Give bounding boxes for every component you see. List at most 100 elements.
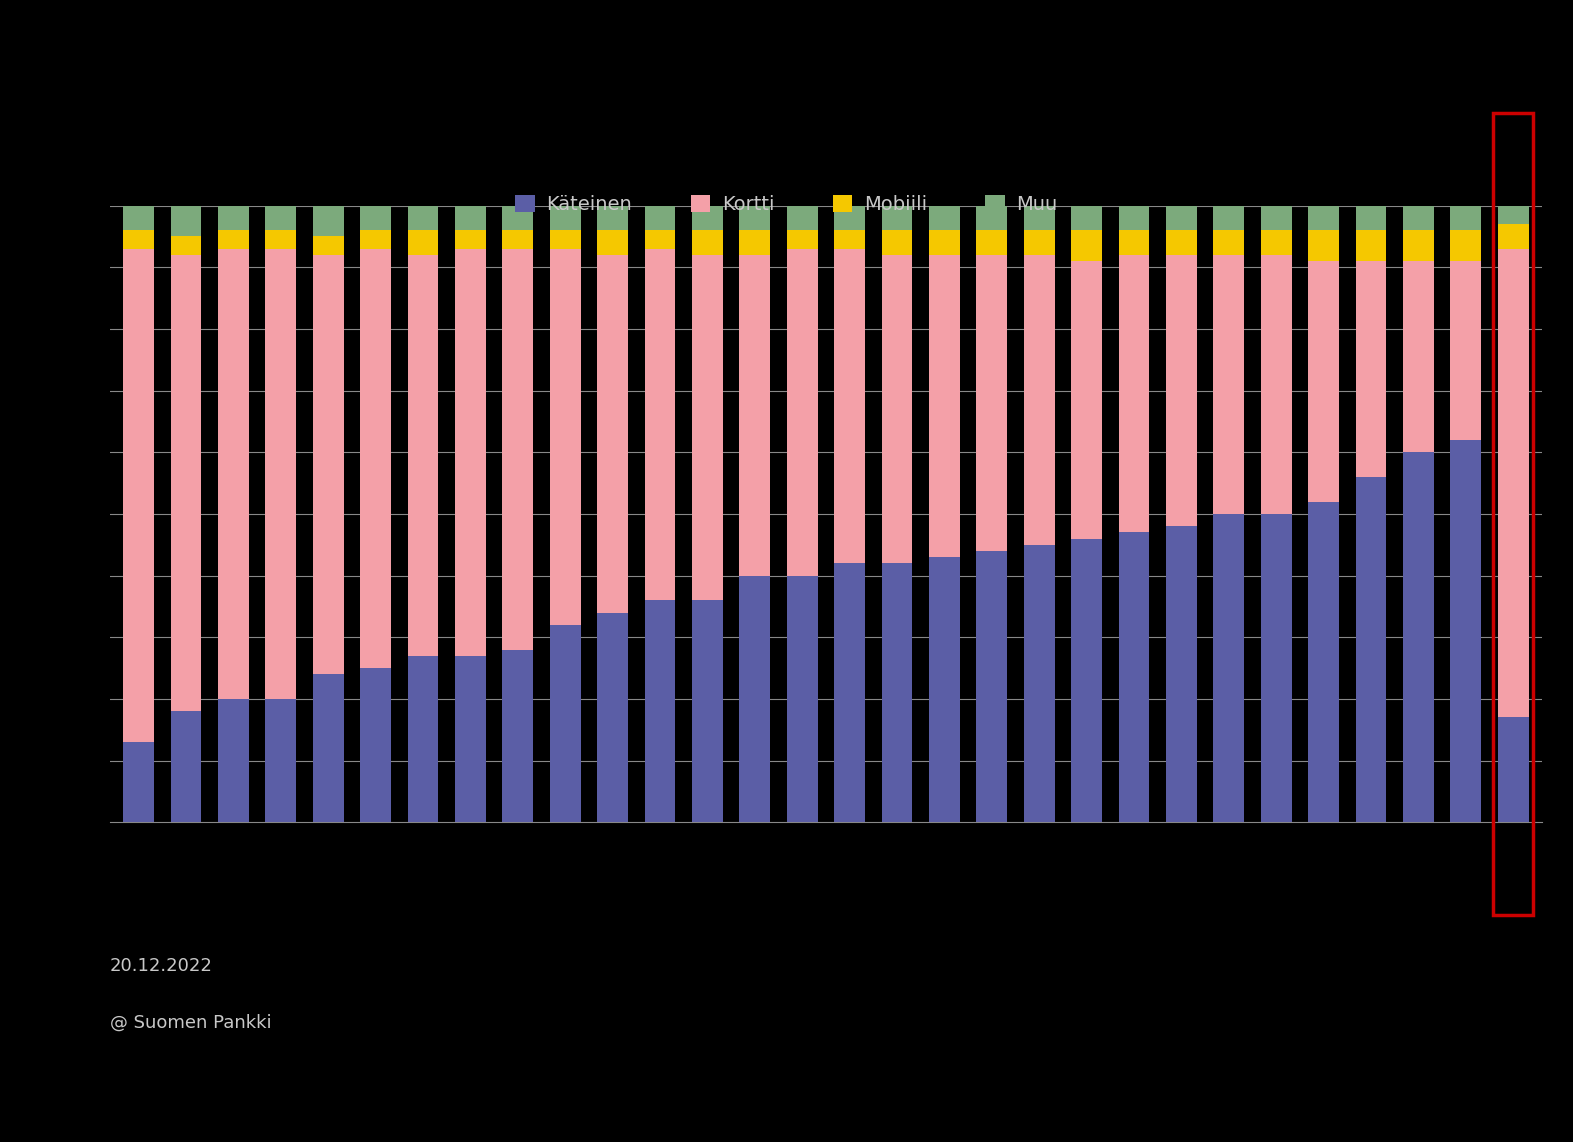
Bar xyxy=(1309,501,1339,822)
Bar xyxy=(786,231,818,249)
Bar xyxy=(549,231,580,249)
Bar xyxy=(834,206,865,231)
Bar xyxy=(1497,206,1529,224)
Bar xyxy=(407,231,439,255)
Bar xyxy=(407,206,439,231)
Bar xyxy=(881,206,912,231)
Bar xyxy=(930,557,960,822)
Bar xyxy=(977,550,1007,822)
Bar xyxy=(266,206,296,231)
Bar xyxy=(1071,539,1103,822)
Bar xyxy=(692,206,722,231)
Bar xyxy=(455,231,486,249)
Bar xyxy=(1260,514,1291,822)
Bar xyxy=(1024,545,1054,822)
Bar xyxy=(930,255,960,557)
Bar xyxy=(598,255,628,612)
Bar xyxy=(1450,231,1482,262)
Bar xyxy=(1403,231,1433,262)
Bar xyxy=(1166,526,1197,822)
Bar xyxy=(1356,231,1386,262)
Bar xyxy=(1071,231,1103,262)
Bar xyxy=(786,206,818,231)
Text: 20.12.2022: 20.12.2022 xyxy=(110,957,212,975)
Bar xyxy=(786,249,818,576)
Bar xyxy=(1213,206,1244,231)
Bar xyxy=(1497,249,1529,717)
Bar xyxy=(881,231,912,255)
Bar xyxy=(1024,231,1054,255)
Bar xyxy=(170,236,201,255)
Bar xyxy=(313,206,343,236)
Bar xyxy=(313,255,343,674)
Legend: Käteinen, Kortti, Mobiili, Muu: Käteinen, Kortti, Mobiili, Muu xyxy=(508,187,1065,222)
Bar xyxy=(598,206,628,231)
Bar xyxy=(360,668,392,822)
Bar xyxy=(739,206,771,231)
Bar xyxy=(1260,231,1291,255)
Bar xyxy=(549,625,580,822)
Bar xyxy=(692,231,722,255)
Bar xyxy=(170,711,201,822)
Bar xyxy=(502,650,533,822)
Bar xyxy=(1118,231,1150,255)
Bar xyxy=(360,231,392,249)
Bar xyxy=(1071,206,1103,231)
Bar xyxy=(1493,113,1534,915)
Bar xyxy=(313,674,343,822)
Bar xyxy=(123,249,154,742)
Bar xyxy=(739,231,771,255)
Bar xyxy=(645,206,675,231)
Bar xyxy=(739,576,771,822)
Bar xyxy=(1309,231,1339,262)
Bar xyxy=(834,231,865,249)
Text: @ Suomen Pankki: @ Suomen Pankki xyxy=(110,1014,272,1032)
Bar xyxy=(266,699,296,822)
Bar xyxy=(786,576,818,822)
Bar xyxy=(834,563,865,822)
Bar xyxy=(930,206,960,231)
Bar xyxy=(1166,255,1197,526)
Bar xyxy=(1356,477,1386,822)
Bar xyxy=(455,249,486,656)
Bar xyxy=(1166,231,1197,255)
Bar xyxy=(502,206,533,231)
Bar xyxy=(1213,231,1244,255)
Bar xyxy=(170,255,201,711)
Bar xyxy=(1071,262,1103,539)
Bar xyxy=(1213,255,1244,514)
Bar xyxy=(1309,262,1339,501)
Bar xyxy=(1450,206,1482,231)
Bar xyxy=(219,249,249,699)
Bar xyxy=(1166,206,1197,231)
Bar xyxy=(1497,224,1529,249)
Bar xyxy=(1403,452,1433,822)
Bar xyxy=(266,249,296,699)
Bar xyxy=(1403,262,1433,452)
Bar xyxy=(881,563,912,822)
Bar xyxy=(407,255,439,656)
Bar xyxy=(977,231,1007,255)
Bar xyxy=(360,249,392,668)
Bar xyxy=(1260,255,1291,514)
Bar xyxy=(977,206,1007,231)
Bar xyxy=(1309,206,1339,231)
Bar xyxy=(549,249,580,625)
Bar xyxy=(123,742,154,822)
Bar xyxy=(645,601,675,822)
Bar xyxy=(502,249,533,650)
Bar xyxy=(170,206,201,236)
Bar xyxy=(219,231,249,249)
Bar xyxy=(360,206,392,231)
Bar xyxy=(407,656,439,822)
Bar xyxy=(1024,255,1054,545)
Bar xyxy=(1118,255,1150,532)
Bar xyxy=(502,231,533,249)
Bar xyxy=(645,231,675,249)
Bar xyxy=(1356,262,1386,477)
Bar xyxy=(598,231,628,255)
Bar xyxy=(123,231,154,249)
Bar xyxy=(834,249,865,563)
Bar xyxy=(1024,206,1054,231)
Bar xyxy=(977,255,1007,550)
